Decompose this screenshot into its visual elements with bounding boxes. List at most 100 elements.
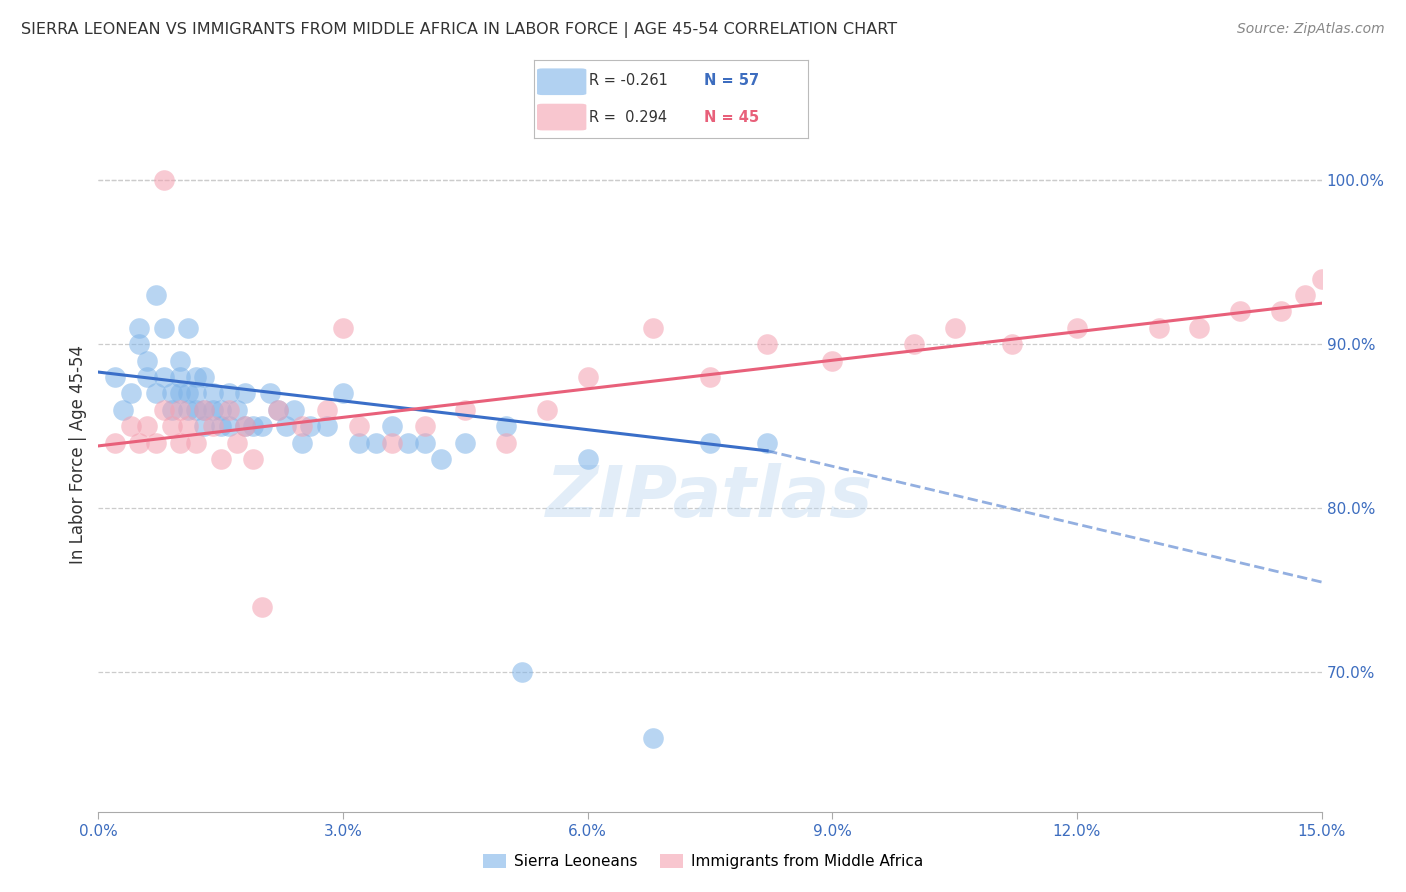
Text: R =  0.294: R = 0.294 xyxy=(589,110,668,125)
Point xyxy=(242,452,264,467)
Point xyxy=(299,419,322,434)
Point xyxy=(1001,337,1024,351)
Point xyxy=(193,419,215,434)
Point xyxy=(209,419,232,434)
Point xyxy=(1270,304,1292,318)
Point xyxy=(576,452,599,467)
Point xyxy=(1294,288,1316,302)
Point xyxy=(396,435,419,450)
Point xyxy=(943,320,966,334)
Point xyxy=(160,402,183,417)
Point xyxy=(332,386,354,401)
Point xyxy=(169,435,191,450)
Point xyxy=(430,452,453,467)
Point xyxy=(136,353,159,368)
Point xyxy=(267,402,290,417)
Text: R = -0.261: R = -0.261 xyxy=(589,73,668,88)
Text: SIERRA LEONEAN VS IMMIGRANTS FROM MIDDLE AFRICA IN LABOR FORCE | AGE 45-54 CORRE: SIERRA LEONEAN VS IMMIGRANTS FROM MIDDLE… xyxy=(21,22,897,38)
Point xyxy=(233,419,256,434)
Point xyxy=(120,419,142,434)
Point xyxy=(233,386,256,401)
Point xyxy=(169,353,191,368)
Point xyxy=(291,419,314,434)
Point xyxy=(1310,271,1333,285)
Point xyxy=(454,402,477,417)
Point xyxy=(226,402,249,417)
Point xyxy=(699,435,721,450)
Point xyxy=(160,386,183,401)
Point xyxy=(186,402,208,417)
Point xyxy=(169,386,191,401)
Point xyxy=(250,419,273,434)
Point xyxy=(250,599,273,614)
Point xyxy=(152,402,174,417)
Point xyxy=(381,435,404,450)
Point xyxy=(152,370,174,384)
Y-axis label: In Labor Force | Age 45-54: In Labor Force | Age 45-54 xyxy=(69,345,87,565)
Point xyxy=(104,435,127,450)
Point xyxy=(267,402,290,417)
Point xyxy=(413,435,436,450)
Point xyxy=(291,435,314,450)
Point xyxy=(536,402,558,417)
Point xyxy=(756,435,779,450)
Point xyxy=(242,419,264,434)
Point xyxy=(226,435,249,450)
Point xyxy=(218,402,240,417)
Point xyxy=(1188,320,1211,334)
Point xyxy=(104,370,127,384)
Point xyxy=(111,402,134,417)
Point xyxy=(364,435,387,450)
Point xyxy=(495,435,517,450)
Point xyxy=(169,370,191,384)
Point xyxy=(186,435,208,450)
Point xyxy=(177,386,200,401)
Point xyxy=(259,386,281,401)
Point xyxy=(495,419,517,434)
Point xyxy=(903,337,925,351)
Text: ZIPatlas: ZIPatlas xyxy=(547,463,873,533)
Point xyxy=(201,386,224,401)
Point xyxy=(512,665,534,680)
Point xyxy=(128,320,150,334)
Point xyxy=(193,370,215,384)
Point xyxy=(283,402,305,417)
Point xyxy=(576,370,599,384)
Point xyxy=(177,419,200,434)
Point xyxy=(218,386,240,401)
Point xyxy=(233,419,256,434)
Point xyxy=(152,173,174,187)
Point xyxy=(454,435,477,450)
Point xyxy=(641,731,664,745)
Point xyxy=(349,435,371,450)
Point xyxy=(177,402,200,417)
Point xyxy=(332,320,354,334)
Point xyxy=(160,419,183,434)
Point xyxy=(128,337,150,351)
Point xyxy=(193,402,215,417)
Point xyxy=(186,370,208,384)
Point xyxy=(209,452,232,467)
Point xyxy=(756,337,779,351)
Text: N = 45: N = 45 xyxy=(704,110,759,125)
Point xyxy=(1147,320,1170,334)
Point xyxy=(209,402,232,417)
Point xyxy=(699,370,721,384)
Point xyxy=(193,402,215,417)
Point xyxy=(201,419,224,434)
Point xyxy=(381,419,404,434)
Point xyxy=(145,386,167,401)
Point xyxy=(315,402,337,417)
Point xyxy=(1066,320,1088,334)
Point xyxy=(201,402,224,417)
Point xyxy=(641,320,664,334)
Point xyxy=(169,402,191,417)
Point xyxy=(821,353,844,368)
Legend: Sierra Leoneans, Immigrants from Middle Africa: Sierra Leoneans, Immigrants from Middle … xyxy=(477,847,929,875)
FancyBboxPatch shape xyxy=(537,69,586,95)
Point xyxy=(152,320,174,334)
Point xyxy=(136,419,159,434)
Point xyxy=(186,386,208,401)
Text: Source: ZipAtlas.com: Source: ZipAtlas.com xyxy=(1237,22,1385,37)
Point xyxy=(1229,304,1251,318)
